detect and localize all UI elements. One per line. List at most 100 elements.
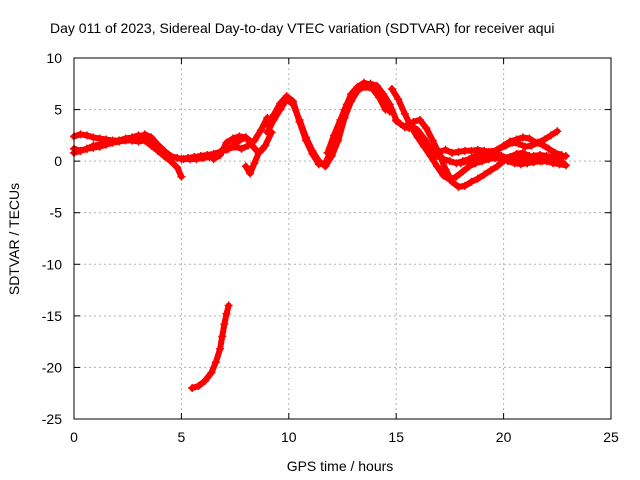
data-point bbox=[518, 148, 527, 157]
data-point bbox=[381, 105, 390, 114]
x-tick-label: 15 bbox=[388, 429, 404, 445]
data-point bbox=[533, 138, 542, 147]
data-point bbox=[454, 147, 463, 156]
data-point bbox=[506, 153, 515, 162]
data-point bbox=[422, 124, 431, 133]
data-point bbox=[301, 136, 310, 145]
data-point bbox=[160, 146, 169, 155]
data-point bbox=[452, 172, 461, 181]
data-point bbox=[415, 115, 424, 124]
data-point bbox=[241, 162, 250, 171]
series-arc-k bbox=[387, 84, 570, 184]
data-point bbox=[102, 139, 111, 148]
data-point bbox=[392, 116, 401, 125]
data-point bbox=[263, 121, 272, 130]
x-axis-label: GPS time / hours bbox=[287, 458, 394, 474]
data-point bbox=[220, 320, 229, 329]
data-point bbox=[108, 138, 117, 147]
data-point bbox=[362, 82, 371, 91]
data-point bbox=[531, 155, 540, 164]
data-point bbox=[460, 181, 469, 190]
data-point bbox=[553, 127, 562, 136]
data-point bbox=[368, 84, 377, 93]
y-tick-label: 5 bbox=[54, 102, 62, 118]
data-point bbox=[314, 160, 323, 169]
data-point bbox=[218, 332, 227, 341]
data-point bbox=[222, 309, 231, 318]
data-point bbox=[140, 130, 149, 139]
data-point bbox=[475, 154, 484, 163]
data-point bbox=[387, 84, 396, 93]
data-point bbox=[207, 368, 216, 377]
data-point bbox=[308, 149, 317, 158]
data-point bbox=[521, 142, 530, 151]
data-point bbox=[194, 381, 203, 390]
data-point bbox=[402, 121, 411, 130]
x-tick-label: 20 bbox=[496, 429, 512, 445]
data-point bbox=[495, 144, 504, 153]
x-tick-label: 0 bbox=[70, 429, 78, 445]
data-point bbox=[469, 156, 478, 165]
data-point bbox=[342, 100, 351, 109]
data-point bbox=[420, 142, 429, 151]
data-point bbox=[263, 128, 272, 137]
y-tick-label: -25 bbox=[42, 411, 62, 427]
data-point bbox=[467, 146, 476, 155]
data-point bbox=[488, 147, 497, 156]
data-point bbox=[127, 136, 136, 145]
data-point bbox=[355, 84, 364, 93]
data-point bbox=[480, 170, 489, 179]
data-point bbox=[493, 162, 502, 171]
data-point bbox=[561, 161, 570, 170]
data-point bbox=[409, 117, 418, 126]
data-point bbox=[463, 157, 472, 166]
data-point bbox=[183, 154, 192, 163]
data-point bbox=[166, 151, 175, 160]
y-tick-label: -20 bbox=[42, 359, 62, 375]
data-point bbox=[516, 160, 525, 169]
y-tick-label: -15 bbox=[42, 308, 62, 324]
data-point bbox=[173, 163, 182, 172]
series-arc-i bbox=[323, 82, 390, 157]
data-point bbox=[454, 182, 463, 191]
data-point bbox=[458, 167, 467, 176]
data-point bbox=[445, 157, 454, 166]
series-arc-e bbox=[209, 132, 257, 164]
data-point bbox=[89, 133, 98, 142]
data-point bbox=[246, 169, 255, 178]
data-point bbox=[336, 115, 345, 124]
data-point bbox=[329, 131, 338, 140]
data-point bbox=[203, 150, 212, 159]
series-arc-n bbox=[456, 127, 562, 168]
data-point bbox=[551, 148, 560, 157]
data-point bbox=[295, 117, 304, 126]
series-trace bbox=[457, 128, 561, 167]
data-point bbox=[544, 155, 553, 164]
x-tick-label: 10 bbox=[281, 429, 297, 445]
ticks: 0 5 10 15 20 25 10 5 0 -5 -10 -15 -20 -25 bbox=[42, 50, 619, 445]
data-point bbox=[508, 138, 517, 147]
data-point bbox=[188, 384, 197, 393]
data-point bbox=[510, 159, 519, 168]
data-point bbox=[546, 131, 555, 140]
data-point bbox=[147, 133, 156, 142]
data-point bbox=[551, 156, 560, 165]
data-point bbox=[349, 90, 358, 99]
series-arc-h bbox=[263, 78, 394, 169]
data-point bbox=[482, 150, 491, 159]
data-point bbox=[228, 141, 237, 150]
data-point bbox=[95, 140, 104, 149]
data-point bbox=[211, 358, 220, 367]
data-point bbox=[538, 157, 547, 166]
data-point bbox=[413, 133, 422, 142]
data-point bbox=[76, 146, 85, 155]
data-point bbox=[426, 151, 435, 160]
data-point bbox=[190, 153, 199, 162]
data-point bbox=[235, 132, 244, 141]
data-point bbox=[228, 134, 237, 143]
data-point bbox=[456, 159, 465, 168]
series-trace bbox=[189, 302, 232, 392]
data-point bbox=[222, 138, 231, 147]
data-point bbox=[323, 148, 332, 157]
data-point bbox=[196, 151, 205, 160]
